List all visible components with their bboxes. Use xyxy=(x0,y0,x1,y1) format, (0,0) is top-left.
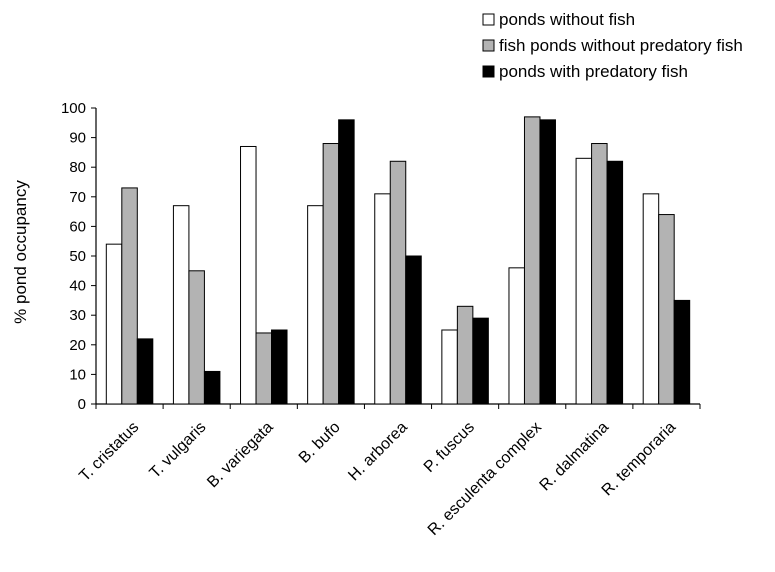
x-tick-label-h-arborea: H. arborea xyxy=(345,419,411,485)
legend-swatch-ponds-without-fish xyxy=(482,13,495,26)
x-tick-label-b-bufo: B. bufo xyxy=(296,419,344,467)
y-tick-label: 90 xyxy=(69,130,86,147)
bar-ponds-without-fish-r-esculenta-complex xyxy=(508,267,525,405)
x-tick-label-r-esculenta-complex: R. esculenta complex xyxy=(425,419,545,539)
y-tick-label: 30 xyxy=(69,307,86,324)
x-tick-label-p-fuscus: P. fuscus xyxy=(421,419,478,476)
bar-ponds-with-predatory-fish-p-fuscus xyxy=(472,317,489,405)
y-tick-label: 20 xyxy=(69,337,86,354)
bar-ponds-with-predatory-fish-r-temporaria xyxy=(673,299,691,405)
legend-label-fish-ponds-without-predatory-fish: fish ponds without predatory fish xyxy=(499,36,743,55)
bars xyxy=(105,116,691,405)
bar-fish-ponds-without-predatory-fish-h-arborea xyxy=(389,160,407,405)
bar-ponds-with-predatory-fish-h-arborea xyxy=(405,255,422,405)
x-tick-label-b-variegata: B. variegata xyxy=(204,419,276,491)
x-tick-label-r-dalmatina: R. dalmatina xyxy=(537,419,613,495)
bar-ponds-without-fish-r-dalmatina xyxy=(575,157,593,405)
bar-fish-ponds-without-predatory-fish-b-variegata xyxy=(255,332,273,405)
y-axis-title: % pond occupancy xyxy=(11,180,30,324)
y-tick-label: 100 xyxy=(61,100,86,117)
y-tick-label: 40 xyxy=(69,278,86,295)
bar-ponds-with-predatory-fish-r-esculenta-complex xyxy=(539,119,556,405)
y-axis: 0 10 20 30 40 50 60 70 80 90 100 xyxy=(61,100,97,413)
bar-ponds-with-predatory-fish-b-variegata xyxy=(271,329,288,405)
x-tick-label-t-cristatus: T. cristatus xyxy=(76,419,142,485)
bar-fish-ponds-without-predatory-fish-t-cristatus xyxy=(121,187,138,405)
legend-label-ponds-without-fish: ponds without fish xyxy=(499,10,635,29)
legend: ponds without fish fish ponds without pre… xyxy=(482,10,743,81)
legend-label-ponds-with-predatory-fish: ponds with predatory fish xyxy=(499,62,688,81)
bar-ponds-with-predatory-fish-b-bufo xyxy=(338,119,355,405)
y-tick-label: 60 xyxy=(69,218,86,235)
bar-ponds-without-fish-t-vulgaris xyxy=(172,205,190,405)
bar-fish-ponds-without-predatory-fish-p-fuscus xyxy=(456,305,474,405)
x-tick-label-t-vulgaris: T. vulgaris xyxy=(147,419,210,482)
bar-fish-ponds-without-predatory-fish-r-dalmatina xyxy=(591,143,608,405)
legend-swatch-fish-ponds-without-predatory-fish xyxy=(482,39,495,52)
y-tick-label: 0 xyxy=(78,396,86,413)
bar-ponds-without-fish-b-variegata xyxy=(240,145,257,405)
bar-fish-ponds-without-predatory-fish-t-vulgaris xyxy=(188,270,205,405)
y-tick-label: 10 xyxy=(69,366,86,383)
bar-ponds-without-fish-h-arborea xyxy=(374,193,391,405)
legend-swatch-ponds-with-predatory-fish xyxy=(482,65,495,78)
bar-ponds-without-fish-r-temporaria xyxy=(642,193,660,405)
bar-ponds-without-fish-p-fuscus xyxy=(441,329,458,405)
y-tick-label: 70 xyxy=(69,189,86,206)
bar-ponds-with-predatory-fish-t-cristatus xyxy=(136,338,154,405)
bar-fish-ponds-without-predatory-fish-b-bufo xyxy=(322,143,340,405)
bar-ponds-with-predatory-fish-r-dalmatina xyxy=(606,160,624,405)
bar-fish-ponds-without-predatory-fish-r-temporaria xyxy=(658,214,675,405)
y-tick-label: 50 xyxy=(69,248,86,265)
bar-fish-ponds-without-predatory-fish-r-esculenta-complex xyxy=(523,116,541,405)
bar-ponds-with-predatory-fish-t-vulgaris xyxy=(203,370,221,405)
y-tick-label: 80 xyxy=(69,159,86,176)
bar-ponds-without-fish-b-bufo xyxy=(307,205,324,405)
bar-ponds-without-fish-t-cristatus xyxy=(105,243,123,405)
